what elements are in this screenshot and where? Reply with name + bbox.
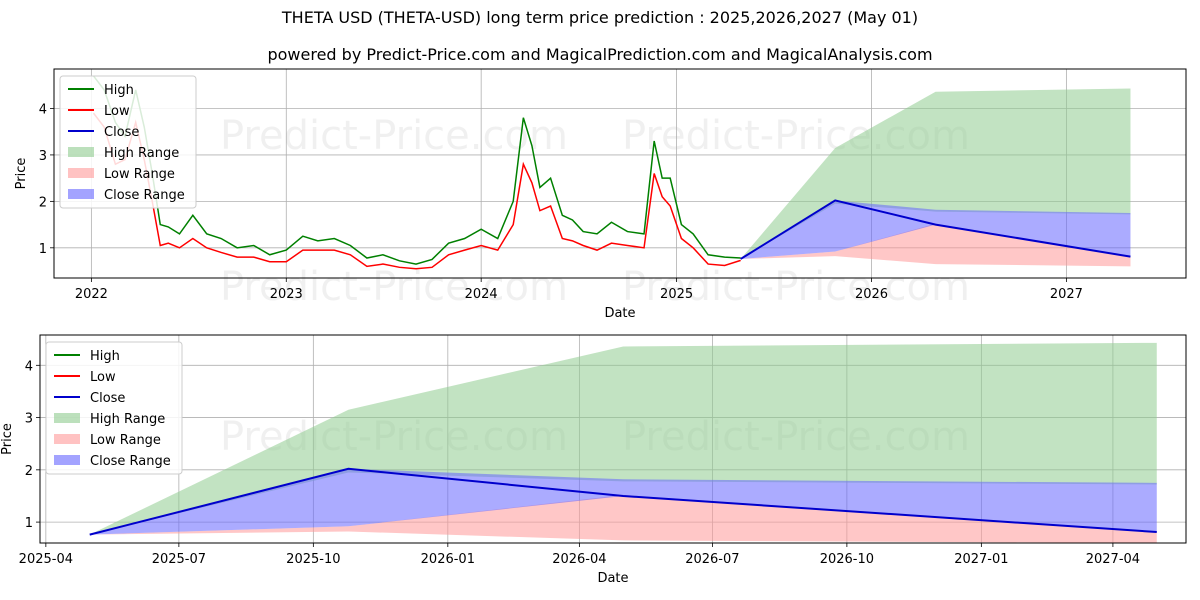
legend-swatch: [54, 413, 80, 423]
x-tick-label: 2027: [1050, 287, 1083, 302]
x-tick-label: 2027-04: [1086, 552, 1140, 567]
legend-swatch: [68, 189, 94, 199]
chart-title: THETA USD (THETA-USD) long term price pr…: [281, 8, 919, 27]
close-range-band: [89, 468, 1157, 535]
legend-label: High: [104, 83, 134, 98]
x-tick-label: 2023: [270, 287, 303, 302]
legend-swatch: [68, 147, 94, 157]
y-axis-label: Price: [0, 423, 15, 455]
legend-label: High: [90, 349, 120, 364]
x-tick-label: 2025-10: [286, 552, 340, 567]
legend-label: Low: [104, 104, 130, 119]
y-tick-label: 3: [39, 149, 47, 164]
legend-label: Low Range: [104, 167, 175, 182]
watermark-text: Predict-Price.com: [220, 113, 568, 159]
plot-area: [89, 342, 1157, 543]
y-tick-label: 2: [39, 195, 47, 210]
high-line: [92, 75, 741, 265]
low-line: [92, 112, 741, 270]
high-range-band: [740, 88, 1131, 259]
x-axis-label: Date: [604, 306, 635, 321]
x-axis-label: Date: [597, 571, 628, 586]
watermark-text: Predict-Price.com: [622, 264, 970, 310]
legend-swatch: [54, 434, 80, 444]
x-tick-label: 2025-07: [152, 552, 206, 567]
x-tick-label: 2026-10: [820, 552, 874, 567]
y-tick-label: 4: [25, 359, 33, 374]
x-tick-label: 2027-01: [954, 552, 1008, 567]
chart-subtitle: powered by Predict-Price.com and Magical…: [267, 45, 933, 64]
y-axis-label: Price: [14, 158, 29, 190]
legend-label: Close Range: [90, 454, 171, 469]
y-tick-label: 3: [25, 412, 33, 427]
axes-frame: [53, 68, 1187, 279]
x-tick-label: 2026-04: [552, 552, 606, 567]
x-tick-label: 2025: [660, 287, 693, 302]
watermark-text: Predict-Price.com: [220, 264, 568, 310]
chart-panel-2: Predict-Price.comPredict-Price.com2025-0…: [0, 334, 1187, 586]
x-tick-label: 2026-07: [685, 552, 739, 567]
legend-label: Close: [104, 125, 139, 140]
legend-swatch: [68, 168, 94, 178]
legend-label: High Range: [104, 146, 179, 161]
x-tick-label: 2026-01: [421, 552, 475, 567]
x-tick-label: 2026: [855, 287, 888, 302]
legend-label: High Range: [90, 412, 165, 427]
x-tick-label: 2024: [465, 287, 498, 302]
close-range-band: [740, 200, 1131, 259]
close-line: [740, 199, 1131, 260]
close-line: [89, 467, 1157, 536]
legend-label: Close Range: [104, 188, 185, 203]
low-range-band: [89, 494, 1157, 543]
legend-label: Close: [90, 391, 125, 406]
chart-panel-1: Predict-Price.com Predict-Price.com Predic…: [14, 68, 1187, 321]
low-range-band: [740, 223, 1131, 267]
legend-swatch: [54, 455, 80, 465]
plot-area: [92, 75, 1131, 270]
y-tick-label: 2: [25, 464, 33, 479]
y-tick-label: 4: [39, 102, 47, 117]
x-tick-label: 2025-04: [19, 552, 73, 567]
y-tick-label: 1: [25, 516, 33, 531]
axes-frame: [39, 334, 1187, 544]
legend-label: Low: [90, 370, 116, 385]
y-tick-label: 1: [39, 242, 47, 257]
x-tick-label: 2022: [75, 287, 108, 302]
high-range-band: [89, 342, 1157, 535]
legend-label: Low Range: [90, 433, 161, 448]
